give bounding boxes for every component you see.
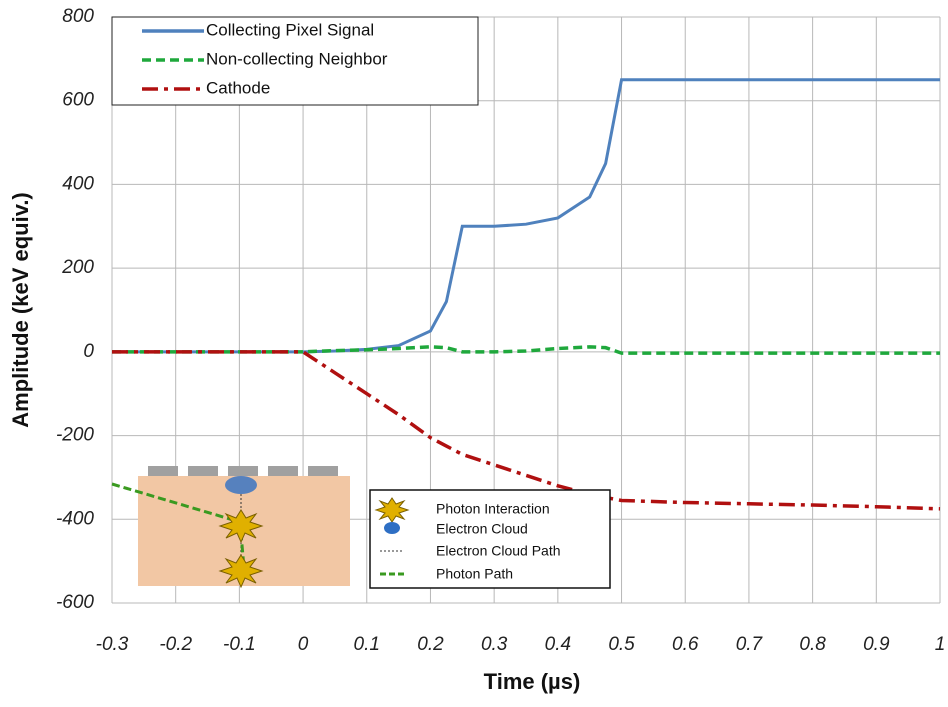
x-tick-label: 0.3 bbox=[481, 634, 508, 655]
pixel bbox=[308, 466, 338, 476]
legend-label: Collecting Pixel Signal bbox=[206, 20, 374, 39]
detector-diagram bbox=[111, 466, 350, 589]
x-tick-label: -0.2 bbox=[159, 634, 192, 655]
inset-legend-box bbox=[369, 489, 611, 589]
y-tick-label: -400 bbox=[56, 508, 94, 529]
x-axis-label: Time (µs) bbox=[484, 669, 581, 694]
legend-label: Cathode bbox=[206, 78, 270, 97]
electron-cloud bbox=[225, 476, 257, 494]
pixel bbox=[228, 466, 258, 476]
y-tick-label: 0 bbox=[83, 341, 94, 362]
series-line bbox=[112, 350, 941, 511]
pixel bbox=[148, 466, 178, 476]
pixel bbox=[188, 466, 218, 476]
x-tick-label: 0.5 bbox=[608, 634, 635, 655]
inset-legend: Photon Interaction Electron Cloud Electr… bbox=[369, 489, 611, 589]
legend-label: Non-collecting Neighbor bbox=[206, 49, 388, 68]
series-line bbox=[112, 78, 940, 354]
x-tick-label: 0.6 bbox=[672, 634, 699, 655]
photon-interaction bbox=[218, 509, 264, 544]
x-tick-label: 0.9 bbox=[863, 634, 890, 655]
inset-legend-label: Photon Path bbox=[436, 566, 513, 582]
y-tick-label: 400 bbox=[62, 173, 94, 194]
pixel bbox=[268, 466, 298, 476]
y-axis-label: Amplitude (keV equiv.) bbox=[8, 192, 33, 428]
y-tick-label: -600 bbox=[56, 592, 94, 613]
y-tick-label: 600 bbox=[62, 90, 94, 111]
series-line bbox=[112, 345, 940, 355]
inset-legend-label: Electron Cloud Path bbox=[436, 543, 561, 559]
photon-interaction bbox=[218, 554, 264, 589]
icon bbox=[374, 497, 410, 523]
x-tick-label: 0.4 bbox=[545, 634, 571, 655]
x-tick-label: 0 bbox=[298, 634, 309, 655]
x-tick-label: -0.1 bbox=[223, 634, 256, 655]
y-tick-label: 200 bbox=[61, 257, 94, 278]
x-tick-label: 0.7 bbox=[736, 634, 764, 655]
x-tick-label: 0.1 bbox=[354, 634, 380, 655]
y-tick-label: 800 bbox=[62, 6, 94, 27]
x-tick-label: 1 bbox=[935, 634, 946, 655]
y-tick-label: -200 bbox=[56, 425, 94, 446]
inset-legend-label: Electron Cloud bbox=[436, 521, 528, 537]
icon bbox=[384, 522, 400, 534]
x-tick-label: 0.8 bbox=[799, 634, 826, 655]
x-tick-label: 0.2 bbox=[417, 634, 444, 655]
x-tick-label: -0.3 bbox=[96, 634, 129, 655]
inset-legend-label: Photon Interaction bbox=[436, 501, 550, 517]
